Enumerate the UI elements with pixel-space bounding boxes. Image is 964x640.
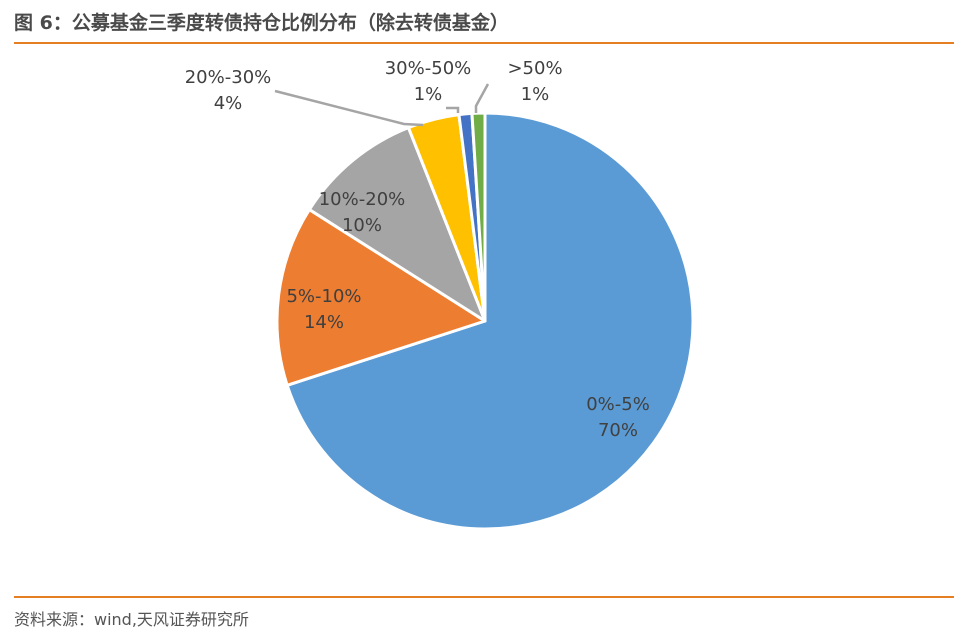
title-divider <box>14 42 954 44</box>
footer-divider <box>14 596 954 598</box>
slice-category-label-4: 30%-50% <box>385 58 472 79</box>
slice-value-label-3: 4% <box>214 93 243 114</box>
slice-category-label-1: 5%-10% <box>286 286 361 307</box>
slice-category-label-5: >50% <box>507 58 562 79</box>
pie-slices <box>275 111 695 531</box>
slice-category-label-3: 20%-30% <box>185 67 272 88</box>
pie-slice-2 <box>307 126 487 323</box>
slice-value-label-5: 1% <box>521 84 550 105</box>
leader-line-5 <box>474 83 490 113</box>
leader-line-4 <box>446 106 460 113</box>
slice-value-label-4: 1% <box>414 84 443 105</box>
slice-category-label-0: 0%-5% <box>586 394 650 415</box>
pie-slice-5 <box>470 111 487 323</box>
pie-chart: 0%-5% 70% 5%-10% 14% 10%-20% 10% 20%-30% 4% 30%-… <box>185 58 695 531</box>
slice-category-label-2: 10%-20% <box>319 189 406 210</box>
source-note: 资料来源：wind,天风证券研究所 <box>14 610 249 629</box>
slice-value-label-1: 14% <box>304 312 344 333</box>
chart-title: 图 6：公募基金三季度转债持仓比例分布（除去转债基金） <box>14 12 509 34</box>
slice-value-label-0: 70% <box>598 420 638 441</box>
data-labels: 0%-5% 70% 5%-10% 14% 10%-20% 10% 20%-30% 4% 30%-… <box>185 58 650 441</box>
pie-slice-0 <box>285 111 695 531</box>
slice-value-label-2: 10% <box>342 215 382 236</box>
pie-slice-1 <box>275 208 487 387</box>
leader-line-3 <box>274 89 424 127</box>
